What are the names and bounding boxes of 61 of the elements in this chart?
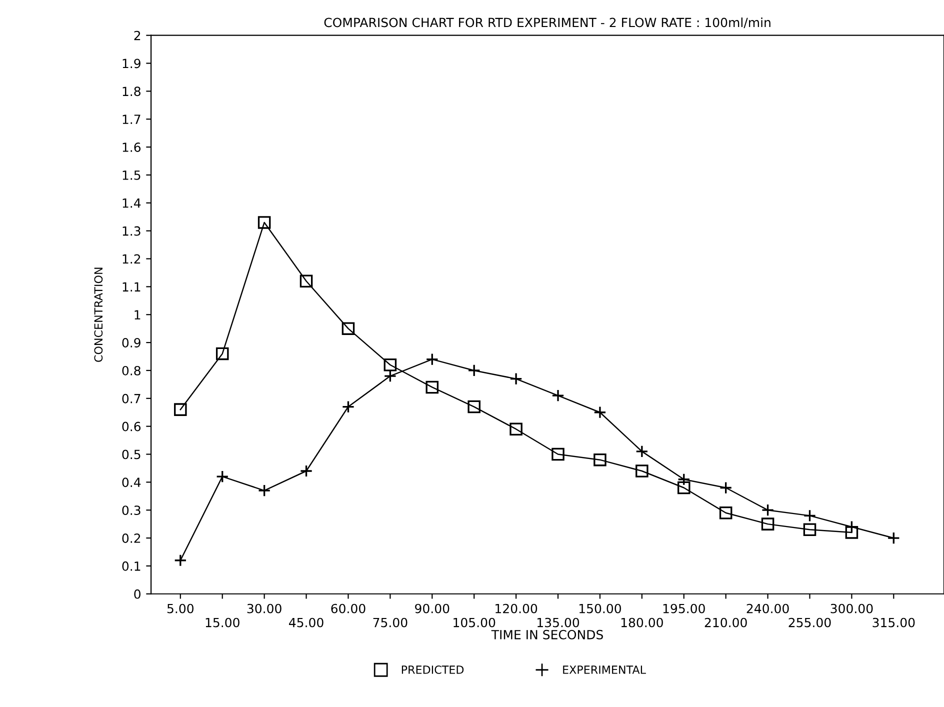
y-tick-label: 0.2 — [122, 534, 140, 543]
y-tick-label: 0.7 — [122, 394, 140, 404]
point — [216, 347, 229, 360]
point — [468, 400, 480, 414]
y-tick-label: 1.6 — [122, 142, 141, 152]
y-tick-label: 1.7 — [122, 114, 140, 124]
y-tick-label: 0.3 — [122, 506, 140, 516]
y-tick-label: 0.9 — [122, 338, 140, 348]
x-tick-label: 195.00 — [663, 604, 705, 614]
point — [845, 526, 858, 539]
point — [426, 380, 439, 394]
x-tick-label: 240.00 — [746, 604, 789, 614]
x-tick-label: 90.00 — [415, 604, 450, 614]
y-tick-label: 0.5 — [122, 450, 140, 460]
y-tick-label: 1 — [134, 310, 140, 320]
point — [719, 506, 732, 520]
legend-label: EXPERIMENTAL — [563, 666, 646, 674]
y-tick-label: 1.3 — [122, 226, 140, 236]
chart-title: COMPARISON CHART FOR RTD EXPERIMENT - 2 FLOW RATE : 100ml/min — [324, 18, 770, 28]
point — [510, 422, 522, 436]
x-tick-label: 60.00 — [331, 604, 366, 614]
point — [594, 453, 606, 466]
point — [300, 274, 313, 288]
x-tick-label: 105.00 — [454, 618, 496, 628]
x-tick-label: 30.00 — [247, 604, 282, 614]
point — [677, 481, 690, 494]
x-tick-label: 15.00 — [206, 618, 240, 628]
y-tick-label: 0.6 — [122, 422, 141, 432]
x-tick-label: 300.00 — [830, 604, 873, 614]
x-tick-label: 315.00 — [872, 618, 915, 628]
y-tick-label: 0.8 — [122, 366, 140, 376]
x-tick-label: 5.00 — [167, 604, 194, 614]
y-tick-label: 1.5 — [122, 170, 140, 180]
y-tick-label: 1.2 — [122, 254, 140, 264]
point — [761, 518, 774, 530]
legend-label: PREDICTED — [402, 666, 464, 674]
point — [552, 448, 564, 461]
x-tick-label: 135.00 — [538, 618, 580, 628]
point — [384, 358, 397, 372]
y-tick-label: 2 — [134, 30, 140, 40]
x-tick-label: 150.00 — [579, 604, 622, 614]
x-tick-label: 180.00 — [621, 618, 663, 628]
y-tick-label: 1.8 — [122, 86, 140, 96]
x-tick-label: 210.00 — [704, 618, 747, 628]
x-tick-label: 75.00 — [373, 618, 408, 628]
x-tick-label: 255.00 — [788, 618, 831, 628]
y-tick-label: 0.4 — [122, 478, 141, 488]
point — [342, 322, 355, 335]
point — [803, 523, 816, 536]
y-tick-label: 0 — [134, 589, 140, 599]
y-tick-label: 1.4 — [122, 198, 141, 208]
y-tick-label: 1.1 — [122, 282, 140, 292]
y-tick-label: 1.9 — [122, 58, 140, 68]
x-tick-label: 45.00 — [288, 618, 324, 628]
point — [258, 216, 271, 229]
x-tick-label: 120.00 — [496, 604, 538, 614]
x-axis-title: TIME IN SECONDS — [491, 630, 603, 640]
point — [636, 464, 648, 478]
point — [174, 403, 187, 416]
y-tick-label: 0.1 — [122, 561, 140, 571]
y-axis-title: CONCENTRATION — [94, 268, 103, 362]
